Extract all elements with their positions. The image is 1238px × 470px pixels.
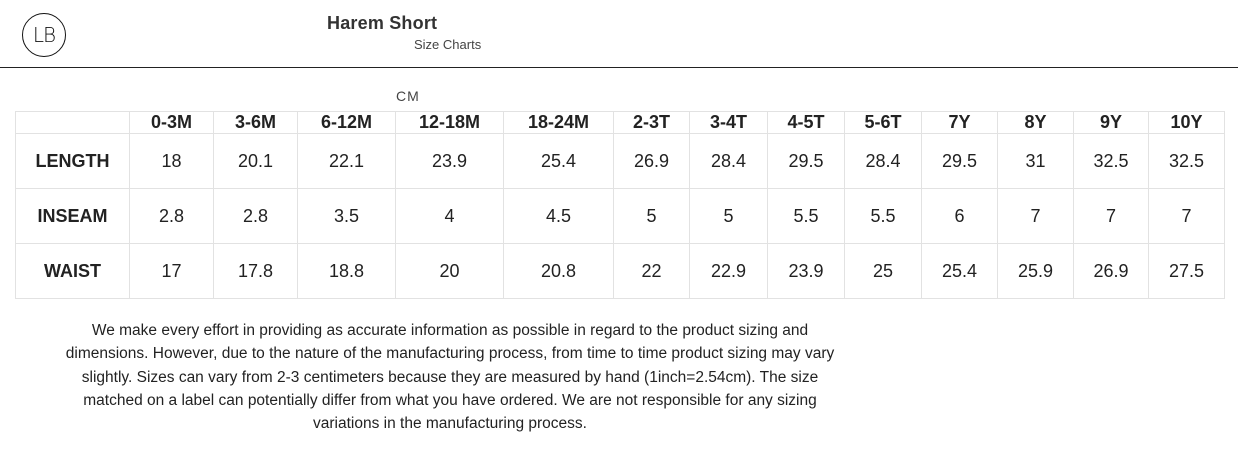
header-corner-cell [15,111,130,134]
size-column-header: 6-12M [297,111,396,134]
disclaimer-line: variations in the manufacturing process. [313,415,587,433]
measurement-cell: 18 [129,133,214,189]
disclaimer-line: We make every effort in providing as acc… [91,322,809,339]
measurement-cell: 32.5 [1073,133,1149,189]
measurement-cell: 18.8 [297,243,396,299]
size-column-header: 3-6M [213,111,298,134]
size-column-header: 0-3M [129,111,214,134]
size-column-header: 9Y [1073,111,1149,134]
table-row-waist: WAIST 17 17.8 18.8 20 20.8 22 22.9 23.9 25 25.4 25.… [15,243,1225,299]
sizing-disclaimer: We make every effort in providing as acc… [22,319,878,435]
measurement-cell: 29.5 [767,133,845,189]
row-label: INSEAM [15,188,130,244]
measurement-cell: 20 [395,243,504,299]
measurement-cell: 5.5 [767,188,845,244]
measurement-cell: 28.4 [844,133,922,189]
measurement-cell: 25.4 [921,243,998,299]
measurement-cell: 25.4 [503,133,614,189]
size-column-header: 8Y [997,111,1074,134]
measurement-cell: 4.5 [503,188,614,244]
disclaimer-line: dimensions. However, due to the nature o… [65,345,835,363]
measurement-cell: 28.4 [689,133,768,189]
size-column-header: 18-24M [503,111,614,134]
brand-logo[interactable]: LB [22,13,66,57]
measurement-cell: 27.5 [1148,243,1225,299]
measurement-cell: 7 [997,188,1074,244]
measurement-cell: 22.9 [689,243,768,299]
measurement-cell: 17 [129,243,214,299]
size-column-header: 12-18M [395,111,504,134]
page-title: Harem Short [327,13,438,33]
size-column-header: 2-3T [613,111,690,134]
measurement-cell: 3.5 [297,188,396,244]
page-subtitle: Size Charts [414,37,482,52]
measurement-cell: 22 [613,243,690,299]
size-column-header: 5-6T [844,111,922,134]
page-header: LB Harem Short Size Charts [0,0,1238,68]
size-column-header: 10Y [1148,111,1225,134]
size-column-header: 4-5T [767,111,845,134]
table-row-inseam: INSEAM 2.8 2.8 3.5 4 4.5 5 5 5.5 5.5 6 7 7 7 [15,188,1225,244]
measurement-cell: 32.5 [1148,133,1225,189]
disclaimer-line: slightly. Sizes can vary from 2-3 centim… [81,368,819,386]
measurement-cell: 26.9 [1073,243,1149,299]
row-label: LENGTH [15,133,130,189]
measurement-cell: 2.8 [129,188,214,244]
measurement-cell: 2.8 [213,188,298,244]
measurement-cell: 5 [613,188,690,244]
measurement-cell: 7 [1148,188,1225,244]
size-column-header: 3-4T [689,111,768,134]
measurement-cell: 4 [395,188,504,244]
measurement-cell: 5.5 [844,188,922,244]
row-label: WAIST [15,243,130,299]
measurement-cell: 26.9 [613,133,690,189]
measurement-cell: 25.9 [997,243,1074,299]
table-row-length: LENGTH 18 20.1 22.1 23.9 25.4 26.9 28.4 29.5 28.4… [15,133,1225,189]
measurement-cell: 29.5 [921,133,998,189]
unit-label: CM [396,88,420,104]
measurement-cell: 22.1 [297,133,396,189]
measurement-cell: 20.8 [503,243,614,299]
measurement-cell: 7 [1073,188,1149,244]
size-chart-header: 0-3M 3-6M 6-12M 12-18M 18-24M 2-3T 3-4T 4-5T 5-6… [15,111,1225,134]
measurement-cell: 23.9 [395,133,504,189]
measurement-cell: 20.1 [213,133,298,189]
size-column-header: 7Y [921,111,998,134]
measurement-cell: 23.9 [767,243,845,299]
measurement-cell: 31 [997,133,1074,189]
measurement-cell: 5 [689,188,768,244]
measurement-cell: 6 [921,188,998,244]
size-chart-body: LENGTH 18 20.1 22.1 23.9 25.4 26.9 28.4 29.5 28.4… [15,133,1225,299]
measurement-cell: 25 [844,243,922,299]
measurement-cell: 17.8 [213,243,298,299]
header-row: 0-3M 3-6M 6-12M 12-18M 18-24M 2-3T 3-4T 4-5T 5-6… [15,111,1225,134]
size-chart-table: 0-3M 3-6M 6-12M 12-18M 18-24M 2-3T 3-4T 4-5T 5-6… [15,111,1225,299]
disclaimer-line: matched on a label can potentially diffe… [83,391,817,409]
